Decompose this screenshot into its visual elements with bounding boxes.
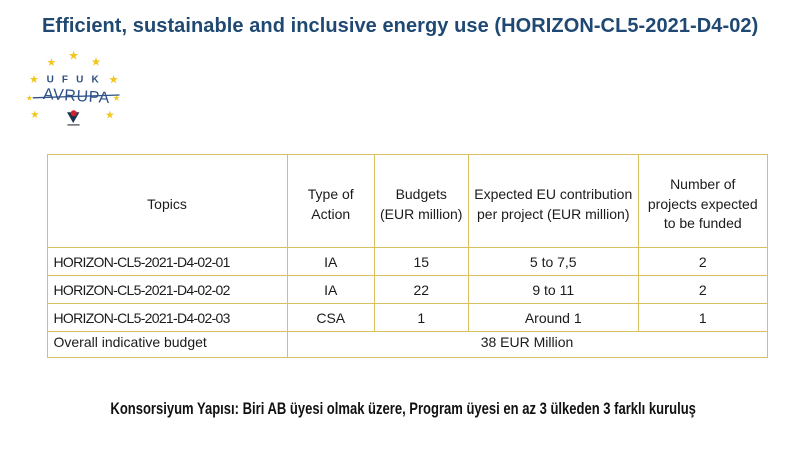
svg-text:UFUK: UFUK [47, 74, 107, 85]
